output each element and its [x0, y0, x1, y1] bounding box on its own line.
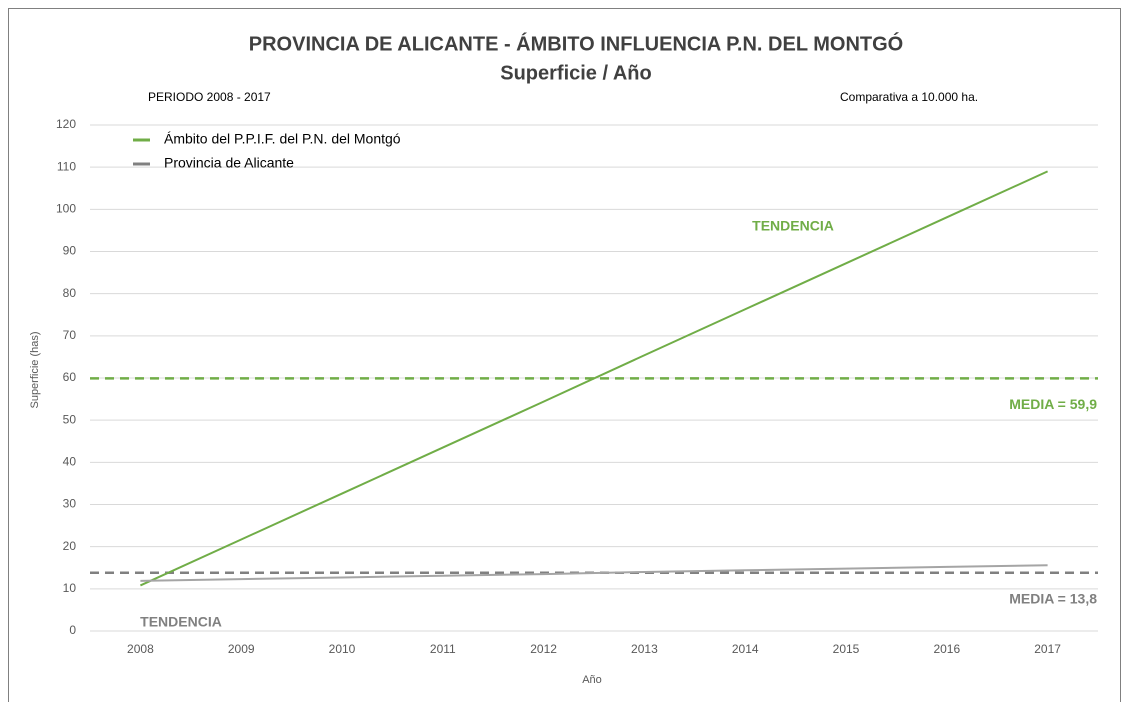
- legend-label: Provincia de Alicante: [164, 155, 294, 171]
- x-tick-label: 2017: [1034, 642, 1061, 656]
- mean-label: MEDIA = 13,8: [1009, 591, 1097, 607]
- series-line: [139, 170, 1049, 587]
- x-tick-label: 2012: [530, 642, 557, 656]
- y-tick-label: 30: [63, 497, 77, 511]
- x-tick-label: 2010: [329, 642, 356, 656]
- legend-label: Ámbito del P.P.I.F. del P.N. del Montgó: [164, 131, 401, 147]
- x-tick-label: 2009: [228, 642, 255, 656]
- y-tick-label: 0: [69, 623, 76, 637]
- y-tick-label: 60: [63, 370, 77, 384]
- annotation: Comparativa a 10.000 ha.: [840, 90, 978, 104]
- y-tick-label: 80: [63, 286, 77, 300]
- x-tick-label: 2016: [933, 642, 960, 656]
- y-tick-label: 20: [63, 539, 77, 553]
- x-tick-label: 2014: [732, 642, 759, 656]
- chart-border: [8, 8, 1121, 702]
- annotation: PERIODO 2008 - 2017: [148, 90, 271, 104]
- x-tick-label: 2013: [631, 642, 658, 656]
- y-tick-label: 90: [63, 244, 77, 258]
- y-axis-label: Superficie (has): [29, 331, 41, 408]
- series-line: [140, 564, 1048, 582]
- chart-title: PROVINCIA DE ALICANTE - ÁMBITO INFLUENCI…: [249, 31, 903, 55]
- annotation: TENDENCIA: [752, 218, 834, 234]
- x-axis-label: Año: [582, 674, 602, 686]
- y-tick-label: 110: [57, 159, 76, 173]
- mean-label: MEDIA = 59,9: [1009, 396, 1097, 412]
- chart-subtitle: Superficie / Año: [500, 62, 652, 84]
- y-tick-label: 50: [63, 412, 77, 426]
- y-tick-label: 70: [63, 328, 77, 342]
- y-tick-label: 120: [56, 117, 76, 131]
- y-tick-label: 10: [63, 581, 77, 595]
- annotation: TENDENCIA: [140, 614, 222, 630]
- x-tick-label: 2015: [833, 642, 860, 656]
- x-tick-label: 2011: [430, 642, 456, 656]
- x-tick-label: 2008: [127, 642, 154, 656]
- y-tick-label: 40: [63, 455, 77, 469]
- y-tick-label: 100: [56, 202, 76, 216]
